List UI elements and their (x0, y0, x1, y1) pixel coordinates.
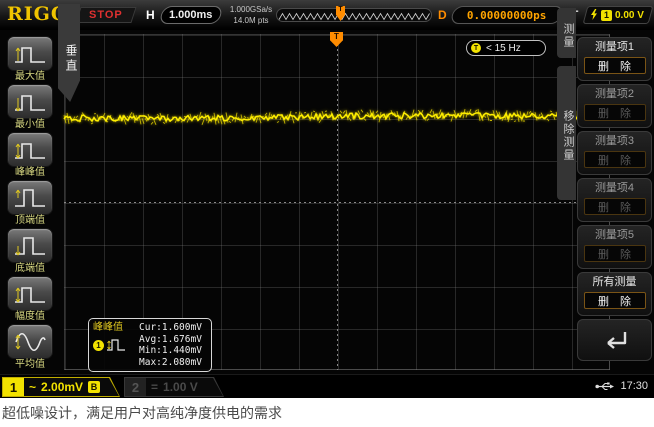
measurement-row-cur: Cur:1.600mV (139, 322, 202, 333)
menu-item-peak-peak[interactable]: 峰峰值 (2, 132, 58, 180)
menu-item-label: 底端值 (15, 263, 45, 274)
return-button[interactable] (577, 319, 652, 361)
delay-box[interactable]: 0.00000000ps (449, 6, 565, 24)
left-measure-menu: 最大值 最小值 峰峰值 顶端 (2, 36, 58, 372)
return-arrow-icon (606, 332, 626, 349)
frequency-source-icon: T (471, 43, 481, 53)
delete-button-5[interactable]: 删 除 (583, 245, 646, 262)
vertical-axis (337, 34, 338, 370)
channel-1-chip[interactable]: 1 ~ 2.00mV B (2, 377, 120, 397)
channel-1-scale: 2.00mV (41, 380, 84, 394)
memory-depth: 14.0M pts (233, 16, 269, 25)
panel-title: 测量项3 (594, 135, 635, 147)
measurement-row-max: Max:2.080mV (139, 356, 202, 368)
channel-1-bandwidth-icon: B (88, 381, 100, 393)
run-state-badge: STOP (75, 7, 137, 23)
menu-item-label: 幅度值 (15, 311, 45, 322)
menu-item-label: 平均值 (15, 359, 45, 370)
panel-title: 所有测量 (592, 276, 637, 288)
delay-value: 0.00000000ps (467, 8, 547, 22)
delete-button-4[interactable]: 删 除 (583, 198, 646, 215)
tab-vertical: 垂直 (58, 4, 80, 102)
panel-measure-item-4: 测量项4 删 除 (577, 178, 652, 222)
timebase-value: 1.000ms (169, 9, 213, 21)
panel-measure-item-1: 测量项1 删 除 (577, 37, 652, 81)
top-status-bar: RIGOL STOP H 1.000ms 1.000GSa/s 14.0M pt… (0, 0, 654, 30)
menu-item-label: 最小值 (15, 119, 45, 130)
panel-title: 测量项5 (594, 229, 635, 241)
panel-measure-item-5: 测量项5 删 除 (577, 225, 652, 269)
menu-item-label: 最大值 (15, 71, 45, 82)
menu-item-amplitude[interactable]: 幅度值 (2, 276, 58, 324)
acquisition-info: 1.000GSa/s 14.0M pts (228, 4, 274, 26)
memory-trigger-marker[interactable]: T (336, 6, 345, 21)
horizontal-label: H (146, 8, 155, 22)
panel-title: 测量项4 (594, 182, 635, 194)
panel-all-measurements: 所有测量 删 除 (577, 272, 652, 316)
frequency-counter-badge: T < 15 Hz (466, 40, 546, 56)
trigger-level-value: 0.00 V (615, 9, 644, 21)
frequency-value: < 15 Hz (486, 42, 521, 54)
peak-peak-icon (15, 142, 45, 159)
oscilloscope-screen: RIGOL STOP H 1.000ms 1.000GSa/s 14.0M pt… (0, 0, 654, 398)
delete-all-button[interactable]: 删 除 (583, 292, 646, 309)
average-icon (15, 332, 46, 351)
trigger-position-marker[interactable]: T (330, 32, 343, 47)
min-value-icon (15, 94, 45, 111)
timebase-box[interactable]: 1.000ms (158, 6, 224, 24)
sample-rate: 1.000GSa/s (229, 5, 273, 14)
measurement-popup-title: 峰峰值 (93, 322, 123, 333)
measurement-row-avg: Avg:1.676mV (139, 333, 202, 345)
run-state-label: STOP (89, 9, 123, 21)
usb-icon (595, 382, 615, 390)
menu-item-label: 顶端值 (15, 215, 45, 226)
bottom-channel-bar: 1 ~ 2.00mV B 2 = 1.00 V (0, 374, 654, 398)
channel-2-number: 2 (125, 378, 146, 396)
max-value-icon (15, 46, 45, 63)
caption-text: 超低噪设计，满足用户对高纯净度供电的需求 (0, 398, 654, 427)
menu-item-label: 峰峰值 (15, 167, 45, 178)
peak-peak-mini-icon (107, 339, 125, 351)
panel-measure-item-3: 测量项3 删 除 (577, 131, 652, 175)
graticule-area: T T < 15 Hz 峰峰值 1 (0, 30, 654, 374)
memory-waveform-zigzag (278, 12, 430, 21)
base-value-icon (15, 236, 45, 255)
panel-title: 测量项2 (594, 88, 635, 100)
delete-button-1[interactable]: 删 除 (583, 57, 646, 74)
channel-1-number: 1 (3, 378, 24, 396)
channel-2-chip[interactable]: 2 = 1.00 V (124, 377, 224, 397)
measurement-channel-badge: 1 (93, 339, 104, 351)
panel-measure-item-2: 测量项2 删 除 (577, 84, 652, 128)
delay-label: D (438, 8, 447, 22)
menu-item-average[interactable]: 平均值 (2, 324, 58, 372)
trigger-source-badge: 1 (601, 9, 612, 21)
tab-remove-measure: 移除测量 (557, 66, 576, 200)
channel-2-coupling-icon: = (151, 380, 159, 394)
measurement-row-min: Min:1.440mV (139, 345, 202, 356)
tab-measure: 测量 (557, 8, 576, 58)
waveform-trace (63, 108, 613, 125)
clock-time: 17:30 (620, 380, 648, 392)
top-value-icon (15, 188, 45, 207)
delete-button-2[interactable]: 删 除 (583, 104, 646, 121)
delete-button-3[interactable]: 删 除 (583, 151, 646, 168)
channel-2-scale: 1.00 V (163, 380, 198, 394)
memory-waveform-bar: T (276, 6, 432, 22)
menu-item-min-value[interactable]: 最小值 (2, 84, 58, 132)
panel-title: 测量项1 (594, 41, 635, 53)
right-measure-menu: 测量项1 删 除 测量项2 删 除 测量项3 删 除 测量项4 删 除 测量项5… (577, 37, 652, 361)
channel-1-coupling-icon: ~ (29, 380, 37, 394)
amplitude-icon (15, 286, 45, 303)
menu-item-base-value[interactable]: 底端值 (2, 228, 58, 276)
trigger-settings-chip[interactable]: 1 0.00 V (582, 6, 654, 24)
menu-item-max-value[interactable]: 最大值 (2, 36, 58, 84)
trigger-slope-icon (591, 9, 597, 20)
measurement-popup: 峰峰值 1 Cur:1.600mV Avg:1.676mV Min:1.440m… (88, 318, 212, 372)
menu-item-top-value[interactable]: 顶端值 (2, 180, 58, 228)
